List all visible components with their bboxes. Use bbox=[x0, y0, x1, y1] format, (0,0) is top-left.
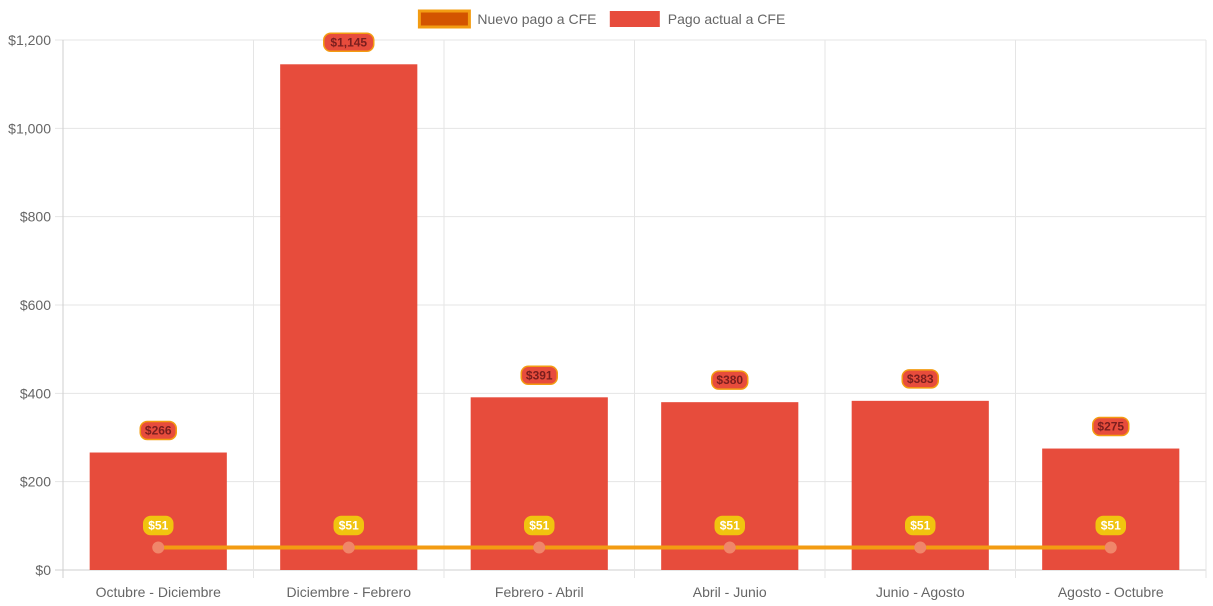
bar-value-label: $391 bbox=[520, 365, 558, 386]
y-tick-label: $800 bbox=[20, 209, 51, 225]
y-tick-label: $600 bbox=[20, 297, 51, 313]
legend-item[interactable]: Nuevo pago a CFE bbox=[417, 9, 596, 29]
legend-label: Nuevo pago a CFE bbox=[477, 11, 596, 27]
bar-value-label: $383 bbox=[901, 369, 939, 389]
y-tick-label: $1,200 bbox=[8, 32, 51, 48]
bar-value-label-bg bbox=[901, 369, 939, 389]
line-value-label-bg bbox=[143, 515, 174, 536]
line-value-label-text: $51 bbox=[910, 518, 930, 532]
x-tick-label: Abril - Junio bbox=[693, 584, 767, 600]
line-value-label-bg bbox=[524, 515, 555, 536]
data-labels: $266 $1,145 $391 $380 $383 $275 $51 $51 $51 $51 $5… bbox=[139, 32, 1130, 536]
bar[interactable] bbox=[280, 64, 418, 571]
axes: $0 $200 $400 $600 $800 $1,000 $1,200 Octubre - … bbox=[8, 32, 1164, 600]
bar-value-label: $275 bbox=[1092, 416, 1130, 437]
legend-label: Pago actual a CFE bbox=[668, 11, 786, 27]
line-value-label: $51 bbox=[905, 515, 936, 536]
bar-value-label: $1,145 bbox=[323, 32, 375, 53]
bar-value-label-text: $275 bbox=[1097, 420, 1124, 434]
y-tick-label: $1,000 bbox=[8, 120, 51, 136]
bar-value-label: $266 bbox=[139, 420, 177, 441]
bar-value-label-text: $380 bbox=[716, 373, 743, 387]
x-tick-label: Junio - Agosto bbox=[876, 584, 965, 600]
line-point[interactable] bbox=[533, 541, 546, 554]
line-value-label: $51 bbox=[524, 515, 555, 536]
line-point[interactable] bbox=[152, 541, 165, 554]
bar-value-label-bg bbox=[711, 370, 749, 390]
line-value-label-bg bbox=[333, 515, 364, 536]
x-tick-label: Febrero - Abril bbox=[495, 584, 584, 600]
line-value-label: $51 bbox=[1095, 515, 1126, 536]
bar-value-label-bg bbox=[139, 420, 177, 441]
legend-swatch bbox=[417, 9, 471, 29]
bar-value-label-bg bbox=[520, 365, 558, 386]
line-value-label-text: $51 bbox=[720, 518, 740, 532]
x-tick-label: Octubre - Diciembre bbox=[96, 584, 221, 600]
line-value-label: $51 bbox=[714, 515, 745, 536]
line-value-label-bg bbox=[905, 515, 936, 536]
line-value-label: $51 bbox=[333, 515, 364, 536]
bar-value-label-bg bbox=[1092, 416, 1130, 437]
bar[interactable] bbox=[470, 397, 608, 570]
line-series bbox=[152, 541, 1117, 554]
x-tick-label: Agosto - Octubre bbox=[1058, 584, 1164, 600]
line-value-label-text: $51 bbox=[148, 518, 168, 532]
line-value-label-bg bbox=[714, 515, 745, 536]
legend-swatch bbox=[609, 11, 660, 27]
line-point[interactable] bbox=[1104, 541, 1117, 554]
line-value-label-text: $51 bbox=[339, 518, 359, 532]
line-point[interactable] bbox=[342, 541, 355, 554]
legend: Nuevo pago a CFE Pago actual a CFE bbox=[417, 9, 786, 29]
bar-value-label-bg bbox=[323, 32, 375, 53]
line-value-label-text: $51 bbox=[529, 518, 549, 532]
bar-value-label-text: $1,145 bbox=[330, 35, 367, 49]
line-value-label: $51 bbox=[143, 515, 174, 536]
y-tick-label: $0 bbox=[35, 562, 51, 578]
bar-value-label-text: $266 bbox=[145, 424, 172, 438]
bar-value-label-text: $391 bbox=[526, 368, 553, 382]
legend-item[interactable]: Pago actual a CFE bbox=[609, 11, 786, 27]
y-tick-label: $400 bbox=[20, 385, 51, 401]
line-value-label-text: $51 bbox=[1101, 518, 1121, 532]
grid-lines bbox=[55, 39, 1207, 578]
line-value-label-bg bbox=[1095, 515, 1126, 536]
line-point[interactable] bbox=[723, 541, 736, 554]
x-tick-label: Diciembre - Febrero bbox=[287, 584, 412, 600]
bar-value-label: $380 bbox=[711, 370, 749, 390]
line-point[interactable] bbox=[914, 541, 927, 554]
bar-series bbox=[89, 64, 1180, 571]
bar-value-label-text: $383 bbox=[907, 372, 934, 386]
y-tick-label: $200 bbox=[20, 474, 51, 490]
